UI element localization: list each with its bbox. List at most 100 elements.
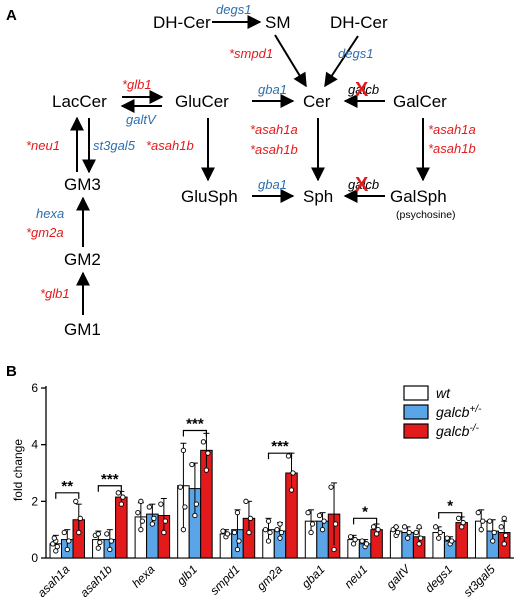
data-point [77, 515, 83, 521]
y-tick-label: 6 [31, 381, 38, 395]
data-point [203, 467, 210, 473]
data-point [115, 490, 121, 496]
data-point [224, 531, 231, 537]
x-tick-label: smpd1 [207, 562, 242, 597]
data-point [234, 510, 241, 516]
data-point [416, 541, 422, 547]
data-point [501, 515, 507, 521]
legend-swatch-het [403, 404, 429, 420]
node-dh-cer-right: DH-Cer [330, 13, 388, 32]
enzyme-hexa: hexa [36, 206, 64, 221]
significance-bracket [182, 429, 208, 437]
data-point [319, 527, 326, 533]
data-point [161, 529, 167, 536]
data-point [193, 501, 200, 507]
enzyme-degs1-right: degs1 [338, 46, 373, 61]
panel-a-label: A [6, 7, 17, 24]
data-point [480, 518, 486, 524]
significance-label: *** [101, 471, 119, 488]
arrow-sm-to-cer [274, 34, 307, 88]
data-point [487, 518, 493, 524]
data-point [490, 538, 496, 544]
x-tick-label: galtV [384, 562, 414, 592]
data-point [205, 450, 211, 456]
enzyme-asah1b-mid: *asah1b [250, 142, 298, 157]
data-point [401, 524, 408, 530]
bars-layer [49, 432, 511, 559]
y-tick-label: 0 [31, 551, 38, 565]
data-point [73, 498, 79, 504]
data-point [308, 529, 314, 536]
x-tick-label: gba1 [299, 562, 328, 591]
data-point [277, 521, 283, 527]
data-point [118, 501, 124, 507]
galcb-bottom-cross-icon: X [355, 174, 369, 196]
data-point [139, 518, 146, 524]
data-point [97, 539, 103, 546]
data-point [192, 512, 198, 519]
data-point [120, 494, 126, 500]
enzyme-degs1-top: degs1 [216, 2, 251, 17]
x-tick-label: neu1 [341, 562, 370, 591]
x-tick-label: st3gal5 [461, 562, 498, 599]
node-glucer: GluCer [175, 92, 229, 111]
data-point [352, 536, 358, 543]
enzyme-glb1-bottom: *glb1 [40, 286, 70, 301]
data-point [406, 529, 412, 536]
data-point [265, 538, 272, 544]
data-point [375, 527, 381, 533]
enzyme-galtv: galtV [126, 112, 157, 127]
arrow-dhcer-to-cer [324, 35, 359, 88]
data-point [503, 532, 509, 538]
significance-bracket [267, 452, 293, 460]
galcb-top-cross-icon: X [355, 79, 369, 101]
data-point [246, 529, 252, 536]
enzyme-st3gal5: st3gal5 [93, 138, 136, 153]
node-laccer: LacCer [52, 92, 107, 111]
data-point [95, 545, 101, 551]
y-tick-label: 2 [31, 494, 38, 508]
legend-label-het: galcb+/- [436, 404, 482, 421]
significance-label: * [362, 503, 368, 520]
data-point [158, 501, 164, 507]
enzyme-smpd1: *smpd1 [229, 46, 273, 61]
data-point [267, 529, 273, 536]
x-tick-label: hexa [129, 562, 158, 591]
data-point [64, 546, 70, 553]
data-point [53, 548, 59, 554]
node-sm: SM [265, 13, 291, 32]
data-point [331, 546, 337, 553]
data-point [404, 535, 411, 541]
significance-bracket [97, 485, 122, 492]
enzyme-asah1b-right: *asah1b [428, 141, 476, 156]
data-point [347, 534, 354, 540]
data-point [460, 519, 466, 526]
enzyme-asah1b-left: *asah1b [146, 138, 194, 153]
data-point [162, 518, 169, 524]
y-axis-label: fold change [11, 439, 25, 501]
legend-swatch-ko [403, 423, 429, 439]
data-point [274, 527, 280, 533]
data-point [243, 498, 249, 504]
node-galsph: GalSph [390, 187, 447, 206]
data-point [332, 521, 339, 527]
enzyme-asah1a-right: *asah1a [428, 122, 476, 137]
node-sph: Sph [303, 187, 333, 206]
x-tick-label: asah1b [77, 562, 115, 600]
data-point [456, 515, 462, 521]
data-point [151, 515, 157, 521]
data-point [498, 524, 504, 530]
panel-b-label: B [6, 363, 17, 380]
node-glusph: GluSph [181, 187, 238, 206]
x-axis-labels: asah1a asah1b hexa glb1 smpd1 gm2a gba1 neu1 gal… [35, 562, 498, 600]
data-point [501, 541, 507, 547]
data-point [66, 538, 72, 544]
y-tick-label: 4 [31, 438, 38, 452]
data-point [149, 521, 156, 527]
data-point [449, 538, 455, 544]
data-point [437, 529, 443, 536]
data-point [182, 504, 188, 510]
data-point [373, 531, 380, 537]
data-point [417, 535, 424, 541]
data-point [394, 529, 401, 536]
